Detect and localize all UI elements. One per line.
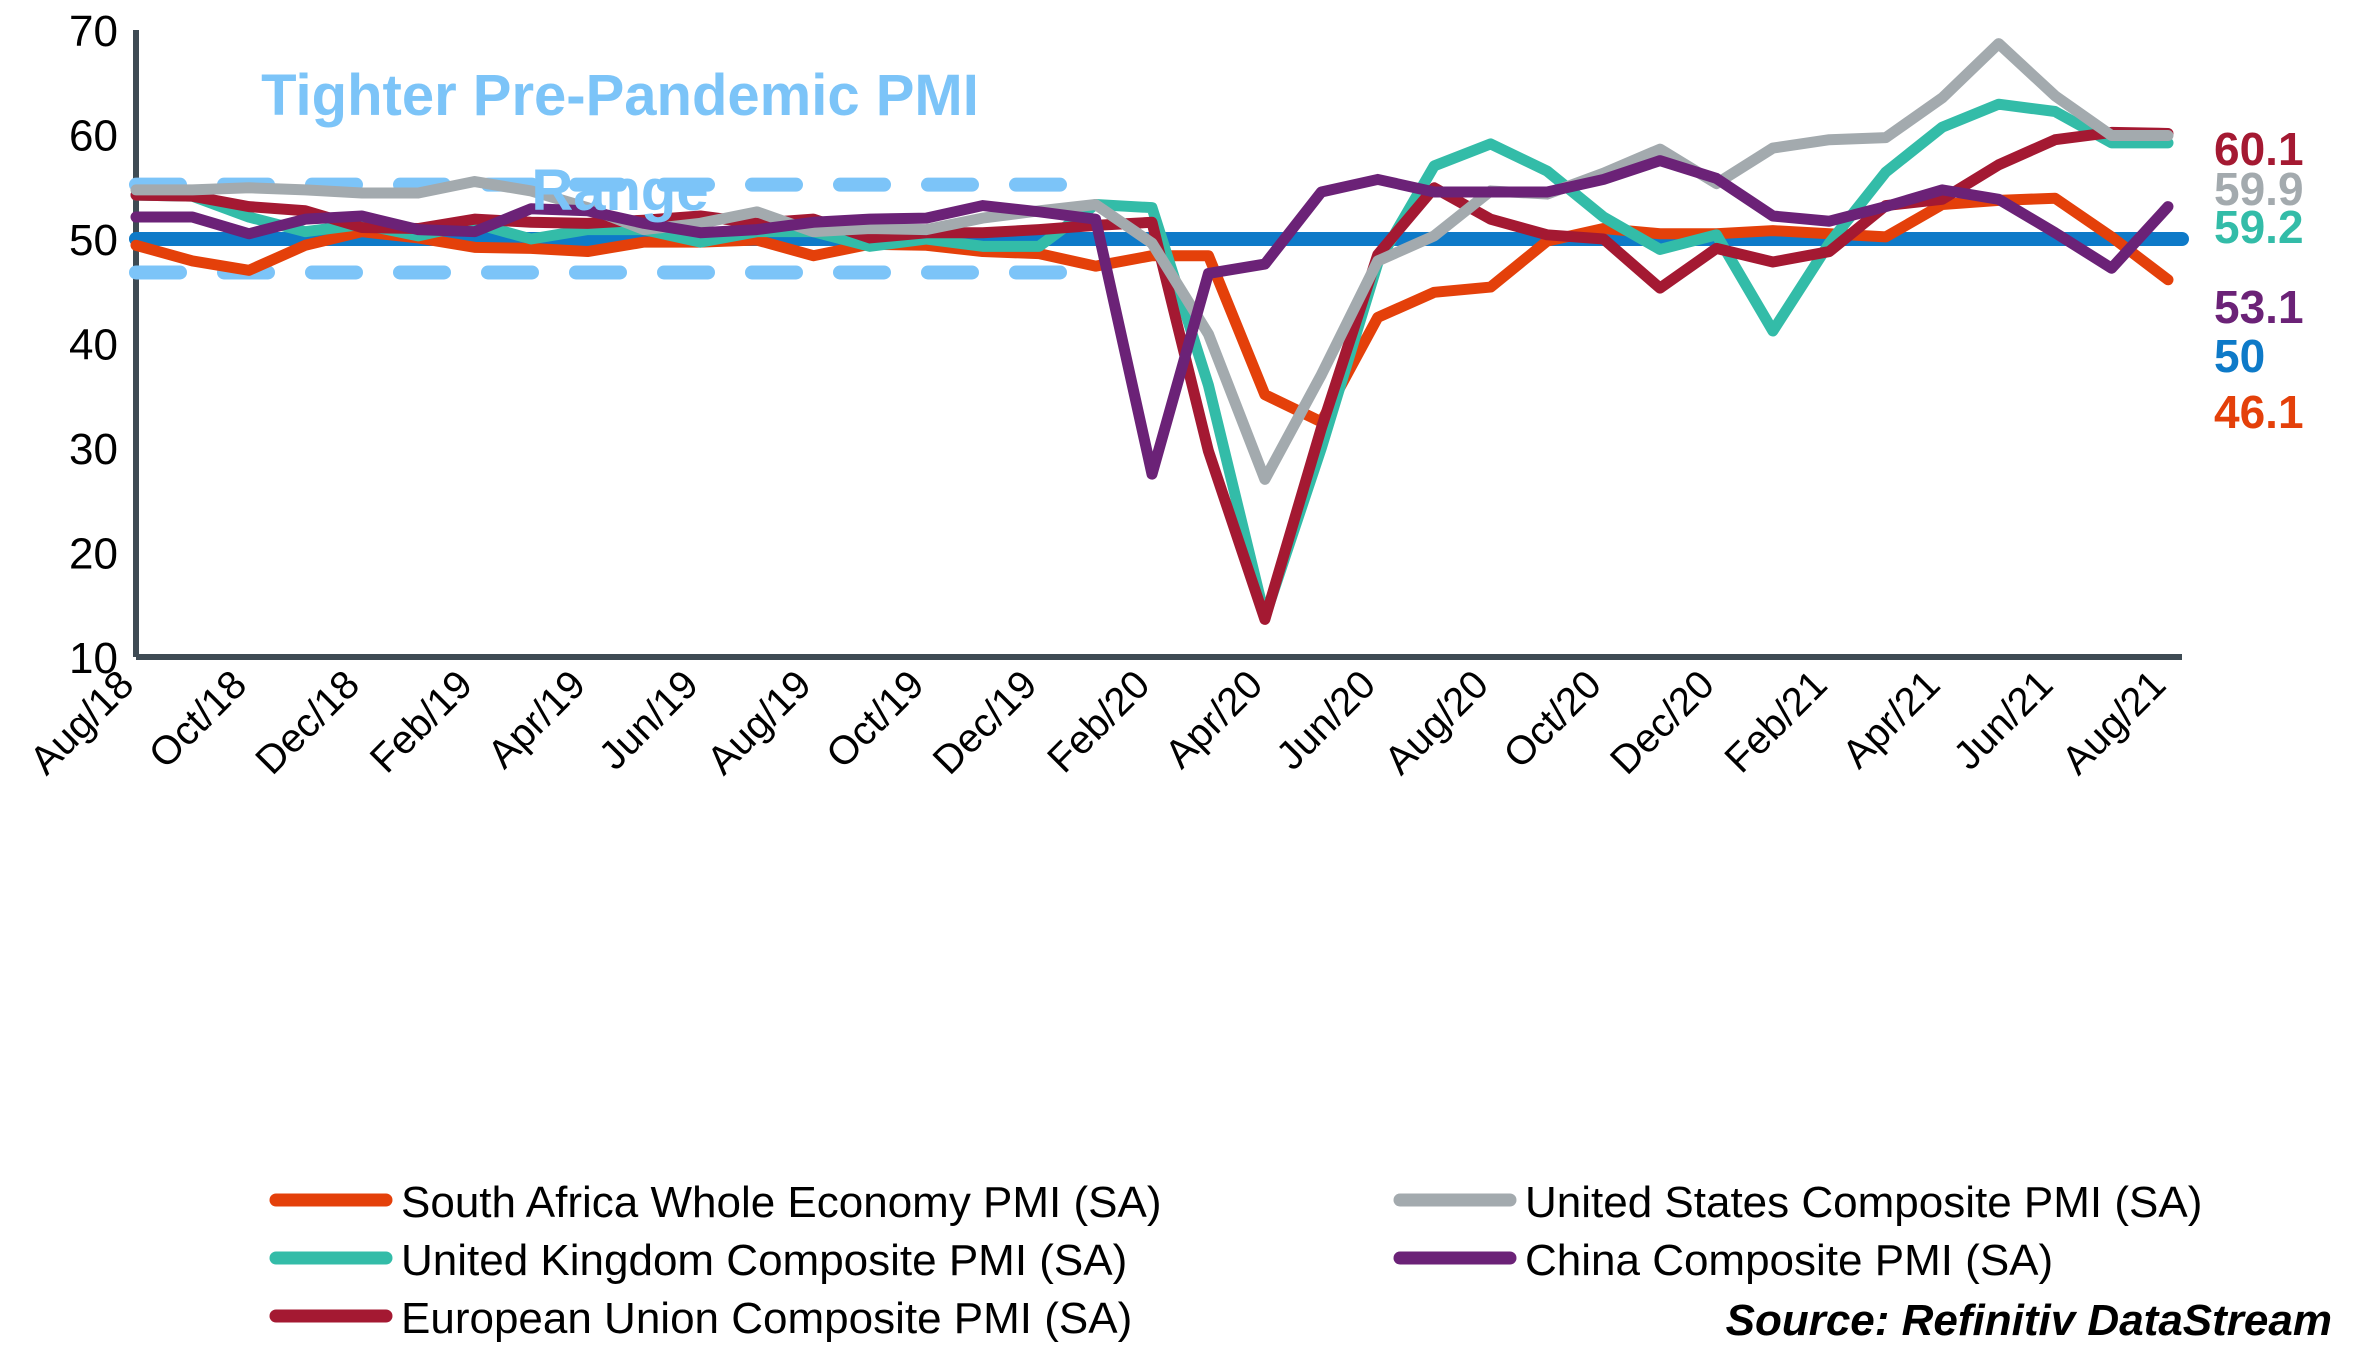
source-attribution: Source: Refinitiv DataStream <box>1726 1296 2332 1345</box>
series-line-china[interactable] <box>130 155 2174 480</box>
y-axis-tick-label: 60 <box>69 112 118 161</box>
end-value-label-60-1: 60.1 <box>2214 123 2304 175</box>
pre-pandemic-range-annotation: Tighter Pre-Pandemic PMI Range <box>261 63 979 223</box>
y-axis-tick-label: 30 <box>69 425 118 474</box>
y-axis-tick-label: 70 <box>69 7 118 56</box>
annotation-line-1: Tighter Pre-Pandemic PMI <box>261 63 979 128</box>
legend-item-right-0-label: United States Composite PMI (SA) <box>1525 1178 2202 1227</box>
end-value-label-46-1: 46.1 <box>2214 386 2304 438</box>
y-axis-tick-labels: 70 60 50 40 30 20 10 <box>69 7 118 683</box>
y-axis-tick-label: 40 <box>69 321 118 370</box>
axis-lines <box>133 30 2182 660</box>
end-value-label-50: 50 <box>2214 330 2265 382</box>
chart-legend: South Africa Whole Economy PMI (SA) Unite… <box>269 1178 2332 1345</box>
legend-item-left-1-label: United Kingdom Composite PMI (SA) <box>401 1236 1127 1285</box>
y-axis-tick-label: 10 <box>69 634 118 683</box>
series-line-south_africa[interactable] <box>130 192 2174 428</box>
end-value-label-59-9: 59.9 <box>2214 163 2304 215</box>
data-series-lines <box>130 38 2174 625</box>
legend-item-left-0-label: South Africa Whole Economy PMI (SA) <box>401 1178 1162 1227</box>
end-value-label-53-1: 53.1 <box>2214 281 2304 333</box>
legend-item-right-1-label: China Composite PMI (SA) <box>1525 1236 2053 1285</box>
end-value-label-59-2: 59.2 <box>2214 201 2304 253</box>
legend-item-left-2-label: European Union Composite PMI (SA) <box>401 1294 1132 1343</box>
y-axis-tick-label: 50 <box>69 216 118 265</box>
series-line-european_union[interactable] <box>130 126 2174 625</box>
annotation-line-2: Range <box>531 158 708 223</box>
y-axis-tick-label: 20 <box>69 530 118 579</box>
series-line-united_states[interactable] <box>130 38 2174 485</box>
